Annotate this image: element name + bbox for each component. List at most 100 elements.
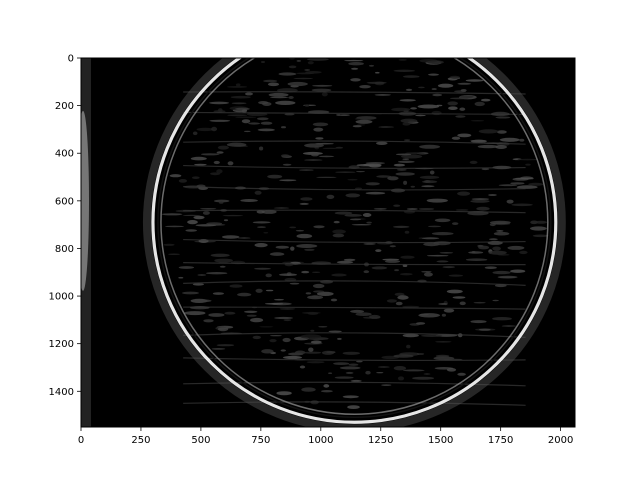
texture-speck bbox=[457, 133, 472, 138]
x-tick-label: 2000 bbox=[548, 435, 573, 446]
texture-speck bbox=[255, 288, 263, 293]
texture-speck bbox=[423, 373, 431, 375]
texture-speck bbox=[229, 284, 243, 288]
texture-speck bbox=[498, 184, 518, 187]
texture-speck bbox=[488, 194, 497, 196]
texture-speck bbox=[376, 372, 384, 374]
texture-speck bbox=[429, 170, 435, 175]
texture-speck bbox=[278, 72, 297, 76]
texture-speck bbox=[530, 220, 538, 225]
texture-speck bbox=[269, 339, 277, 343]
texture-speck bbox=[307, 58, 329, 61]
texture-speck bbox=[363, 242, 376, 245]
texture-streak bbox=[183, 280, 526, 286]
texture-speck bbox=[391, 107, 411, 112]
texture-speck bbox=[372, 41, 379, 42]
texture-speck bbox=[489, 220, 511, 225]
texture-speck bbox=[399, 99, 416, 102]
texture-speck bbox=[274, 298, 284, 301]
texture-speck bbox=[470, 320, 487, 324]
texture-speck bbox=[448, 274, 464, 277]
texture-speck bbox=[437, 83, 454, 88]
texture-speck bbox=[190, 156, 207, 161]
texture-speck bbox=[284, 113, 295, 116]
texture-speck bbox=[395, 153, 412, 156]
x-axis: 0 250 500 750 1000 1250 1500 1750 2000 bbox=[78, 427, 573, 446]
texture-speck bbox=[206, 272, 228, 275]
texture-speck bbox=[337, 40, 345, 42]
x-tick-label: 1250 bbox=[368, 435, 393, 446]
texture-speck bbox=[419, 175, 440, 179]
texture-speck bbox=[227, 86, 248, 88]
texture-speck bbox=[410, 185, 415, 188]
texture-speck bbox=[471, 198, 490, 200]
texture-speck bbox=[397, 160, 415, 163]
texture-speck bbox=[335, 171, 356, 173]
texture-speck bbox=[397, 376, 405, 381]
texture-speck bbox=[404, 230, 410, 234]
texture-speck bbox=[276, 391, 292, 396]
texture-streak bbox=[183, 209, 526, 214]
ring-inner-dark bbox=[157, 58, 552, 418]
texture-speck bbox=[222, 235, 240, 239]
texture-speck bbox=[418, 86, 425, 89]
texture-speck bbox=[344, 59, 364, 62]
texture-speck bbox=[299, 365, 306, 369]
texture-speck bbox=[492, 317, 512, 321]
texture-speck bbox=[406, 344, 411, 349]
texture-speck bbox=[214, 258, 233, 263]
texture-speck bbox=[308, 347, 314, 352]
x-tick-label: 1750 bbox=[488, 435, 513, 446]
texture-speck bbox=[478, 328, 491, 331]
texture-speck bbox=[300, 334, 322, 339]
texture-speck bbox=[275, 100, 296, 105]
texture-speck bbox=[283, 319, 292, 322]
texture-speck bbox=[326, 194, 335, 199]
texture-speck bbox=[515, 177, 534, 180]
texture-speck bbox=[428, 73, 439, 76]
texture-speck bbox=[334, 211, 353, 215]
texture-speck bbox=[394, 54, 413, 55]
texture-streak bbox=[183, 262, 526, 266]
texture-speck bbox=[259, 326, 274, 328]
texture-speck bbox=[213, 199, 230, 203]
y-tick-label: 600 bbox=[55, 196, 74, 207]
texture-speck bbox=[394, 269, 399, 272]
texture-speck bbox=[307, 295, 324, 300]
texture-speck bbox=[260, 121, 273, 125]
texture-speck bbox=[332, 233, 345, 238]
texture-speck bbox=[261, 209, 277, 214]
x-tick-label: 500 bbox=[191, 435, 210, 446]
texture-speck bbox=[200, 153, 220, 156]
texture-speck bbox=[289, 282, 300, 285]
texture-speck bbox=[246, 314, 257, 317]
texture-speck bbox=[507, 245, 525, 250]
texture-streak bbox=[183, 332, 526, 338]
texture-speck bbox=[312, 122, 329, 127]
texture-speck bbox=[350, 379, 362, 382]
texture-speck bbox=[351, 224, 372, 226]
texture-speck bbox=[299, 202, 309, 205]
texture-speck bbox=[376, 141, 388, 145]
texture-speck bbox=[356, 164, 372, 167]
texture-speck bbox=[403, 75, 420, 78]
x-tick-label: 750 bbox=[251, 435, 270, 446]
texture-streak bbox=[183, 238, 526, 244]
texture-speck bbox=[457, 191, 471, 196]
ring-halo bbox=[143, 58, 566, 427]
texture-speck bbox=[339, 366, 361, 370]
texture-speck bbox=[510, 182, 525, 185]
texture-speck bbox=[211, 126, 218, 132]
texture-speck bbox=[493, 231, 510, 236]
texture-speck bbox=[219, 265, 226, 268]
texture-speck bbox=[257, 128, 275, 132]
texture-speck bbox=[416, 322, 426, 325]
texture-speck bbox=[217, 145, 229, 150]
texture-speck bbox=[206, 222, 223, 225]
texture-speck bbox=[296, 72, 315, 75]
texture-speck bbox=[345, 193, 361, 198]
texture-speck bbox=[334, 376, 354, 379]
texture-speck bbox=[268, 92, 289, 97]
texture-speck bbox=[451, 136, 461, 140]
x-tick-label: 1000 bbox=[308, 435, 333, 446]
